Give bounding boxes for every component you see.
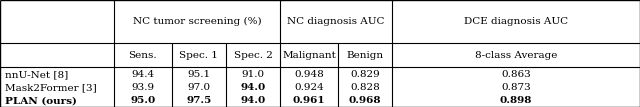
Text: 95.1: 95.1 (187, 70, 211, 79)
Text: Benign: Benign (346, 51, 383, 60)
Text: 95.0: 95.0 (130, 96, 156, 105)
Text: Spec. 1: Spec. 1 (179, 51, 218, 60)
Text: 94.4: 94.4 (131, 70, 154, 79)
Text: 91.0: 91.0 (241, 70, 265, 79)
Text: PLAN (ours): PLAN (ours) (5, 96, 77, 105)
Text: 0.948: 0.948 (294, 70, 324, 79)
Text: Mask2Former [3]: Mask2Former [3] (5, 83, 97, 92)
Text: nnU-Net [8]: nnU-Net [8] (5, 70, 68, 79)
Text: 0.828: 0.828 (350, 83, 380, 92)
Text: 0.924: 0.924 (294, 83, 324, 92)
Text: 0.829: 0.829 (350, 70, 380, 79)
Text: 0.968: 0.968 (349, 96, 381, 105)
Text: DCE diagnosis AUC: DCE diagnosis AUC (464, 17, 568, 26)
Text: 0.961: 0.961 (293, 96, 325, 105)
Text: NC tumor screening (%): NC tumor screening (%) (133, 17, 261, 26)
Text: Sens.: Sens. (129, 51, 157, 60)
Text: 97.5: 97.5 (186, 96, 211, 105)
Text: 0.898: 0.898 (500, 96, 532, 105)
Text: Malignant: Malignant (282, 51, 336, 60)
Text: 93.9: 93.9 (131, 83, 154, 92)
Text: 8-class Average: 8-class Average (475, 51, 557, 60)
Text: NC diagnosis AUC: NC diagnosis AUC (287, 17, 385, 26)
Text: 0.863: 0.863 (501, 70, 531, 79)
Text: 94.0: 94.0 (241, 96, 266, 105)
Text: Spec. 2: Spec. 2 (234, 51, 273, 60)
Text: 0.873: 0.873 (501, 83, 531, 92)
Text: 94.0: 94.0 (241, 83, 266, 92)
Text: 97.0: 97.0 (187, 83, 211, 92)
